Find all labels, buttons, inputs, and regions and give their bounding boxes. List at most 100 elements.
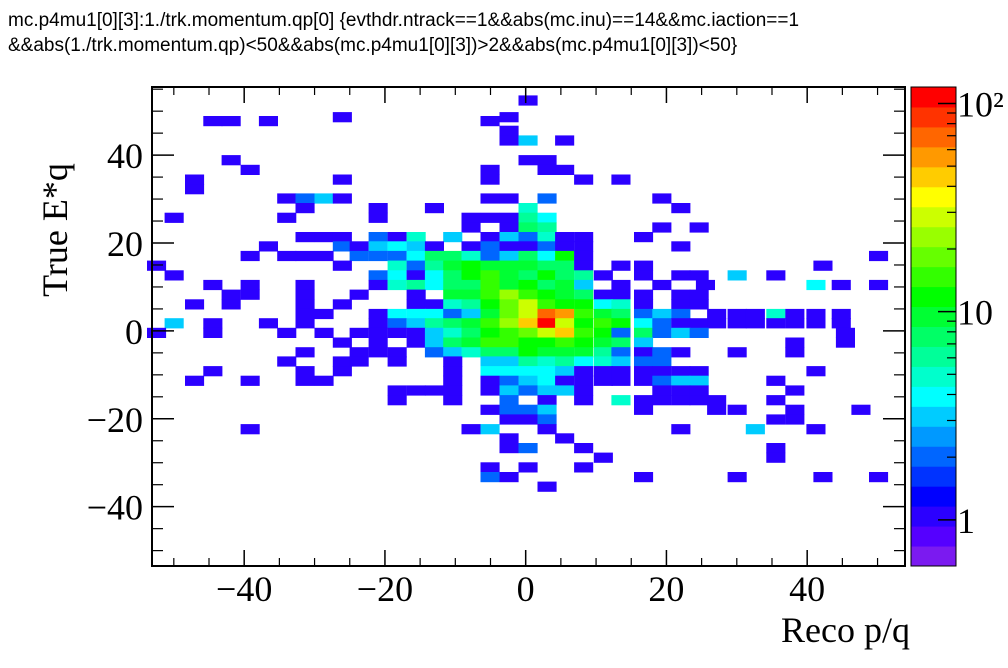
heatmap-cell: [537, 318, 557, 329]
heatmap-cell: [406, 260, 426, 271]
heatmap-cell: [766, 452, 786, 463]
heatmap-cell: [555, 375, 575, 386]
heatmap-cell: [593, 452, 613, 463]
heatmap-cell: [611, 260, 631, 271]
heatmap-cell: [652, 356, 672, 367]
heatmap-cell: [387, 385, 407, 396]
heatmap-cell: [766, 270, 786, 281]
heatmap-cell: [634, 375, 654, 386]
heatmap-cell: [869, 250, 889, 262]
heatmap-cell: [295, 318, 315, 329]
heatmap-cell: [707, 404, 727, 415]
heatmap-cell: [314, 232, 334, 243]
heatmap-cell: [499, 222, 519, 233]
heatmap-cell: [443, 356, 463, 367]
heatmap-cell: [499, 327, 519, 338]
heatmap-cell: [443, 270, 463, 281]
heatmap-cell: [480, 299, 500, 310]
heatmap-cell: [727, 347, 747, 358]
color-scale-step: [911, 126, 956, 148]
heatmap-cell: [518, 318, 538, 329]
heatmap-cell: [443, 260, 463, 271]
heatmap-cell: [461, 270, 481, 281]
heatmap-cell: [574, 375, 594, 386]
heatmap-cell: [671, 308, 691, 320]
heatmap-cell: [424, 299, 444, 310]
heatmap-cell: [593, 347, 613, 358]
heatmap-cell: [499, 270, 519, 281]
heatmap-cell: [203, 327, 223, 338]
heatmap-cell: [634, 232, 654, 243]
heatmap-cell: [785, 318, 805, 329]
heatmap-cell: [480, 289, 500, 300]
heatmap-cell: [611, 375, 631, 386]
heatmap-cell: [480, 375, 500, 386]
heatmap-cell: [851, 404, 871, 415]
heatmap-cell: [368, 337, 388, 348]
heatmap-cell: [518, 404, 538, 415]
heatmap-cell: [295, 308, 315, 320]
color-scale-step: [911, 326, 956, 347]
heatmap-cell: [634, 366, 654, 377]
heatmap-cell: [727, 404, 747, 415]
heatmap-cell: [574, 347, 594, 358]
heatmap-cell: [480, 366, 500, 377]
heatmap-cell: [537, 347, 557, 358]
heatmap-cell: [332, 356, 352, 367]
heatmap-cell: [443, 232, 463, 243]
heatmap-cell: [555, 232, 575, 243]
heatmap-cell: [671, 289, 691, 300]
heatmap-cell: [537, 193, 557, 204]
color-scale-tick-label: 1: [957, 501, 975, 541]
color-scale-step: [911, 186, 956, 208]
heatmap-cell: [480, 212, 500, 223]
heatmap-cell: [671, 241, 691, 252]
heatmap-cell: [240, 375, 260, 386]
heatmap-cell: [766, 375, 786, 386]
heatmap-cell: [368, 279, 388, 291]
heatmap-cell: [806, 308, 826, 320]
heatmap-cell: [806, 279, 826, 291]
heatmap-cell: [461, 318, 481, 329]
heatmap-cell: [727, 318, 747, 329]
heatmap-cell: [499, 232, 519, 243]
heatmap-cell: [424, 347, 444, 358]
heatmap-cell: [555, 250, 575, 262]
heatmap-cell: [593, 318, 613, 329]
heatmap-cell: [518, 414, 538, 425]
heatmap-cell: [574, 260, 594, 271]
heatmap-cell: [499, 347, 519, 358]
heatmap-cell: [387, 395, 407, 406]
heatmap-cell: [652, 308, 672, 320]
color-scale-frame: [910, 86, 957, 567]
heatmap-cell: [611, 289, 631, 300]
heatmap-cell: [813, 472, 833, 483]
chart-title-line-1: mc.p4mu1[0][3]:1./trk.momentum.qp[0] {ev…: [8, 10, 800, 31]
heatmap-cell: [707, 308, 727, 320]
heatmap-cell: [634, 347, 654, 358]
heatmap-cell: [349, 241, 369, 252]
heatmap-cell: [480, 279, 500, 291]
heatmap-cell: [480, 356, 500, 367]
heatmap-cell: [518, 135, 538, 146]
heatmap-cell: [537, 385, 557, 396]
y-axis-label: True E*q: [35, 163, 75, 297]
heatmap-cell: [745, 424, 765, 435]
y-tick-label: 40: [107, 136, 143, 176]
heatmap-cell: [461, 260, 481, 271]
heatmap-cell: [443, 327, 463, 338]
heatmap-cell: [518, 270, 538, 281]
color-scale-step: [911, 526, 956, 547]
heatmap-cell: [518, 95, 538, 106]
heatmap-cell: [443, 250, 463, 262]
color-scale-bar: [910, 86, 957, 567]
color-scale-step: [911, 466, 956, 487]
heatmap-cell: [499, 289, 519, 300]
heatmap-cell: [368, 232, 388, 243]
heatmap-cell: [424, 327, 444, 338]
heatmap-cell: [499, 250, 519, 262]
heatmap-cell: [671, 203, 691, 214]
heatmap-cell: [537, 404, 557, 415]
heatmap-cell: [443, 299, 463, 310]
heatmap-cell: [332, 241, 352, 252]
